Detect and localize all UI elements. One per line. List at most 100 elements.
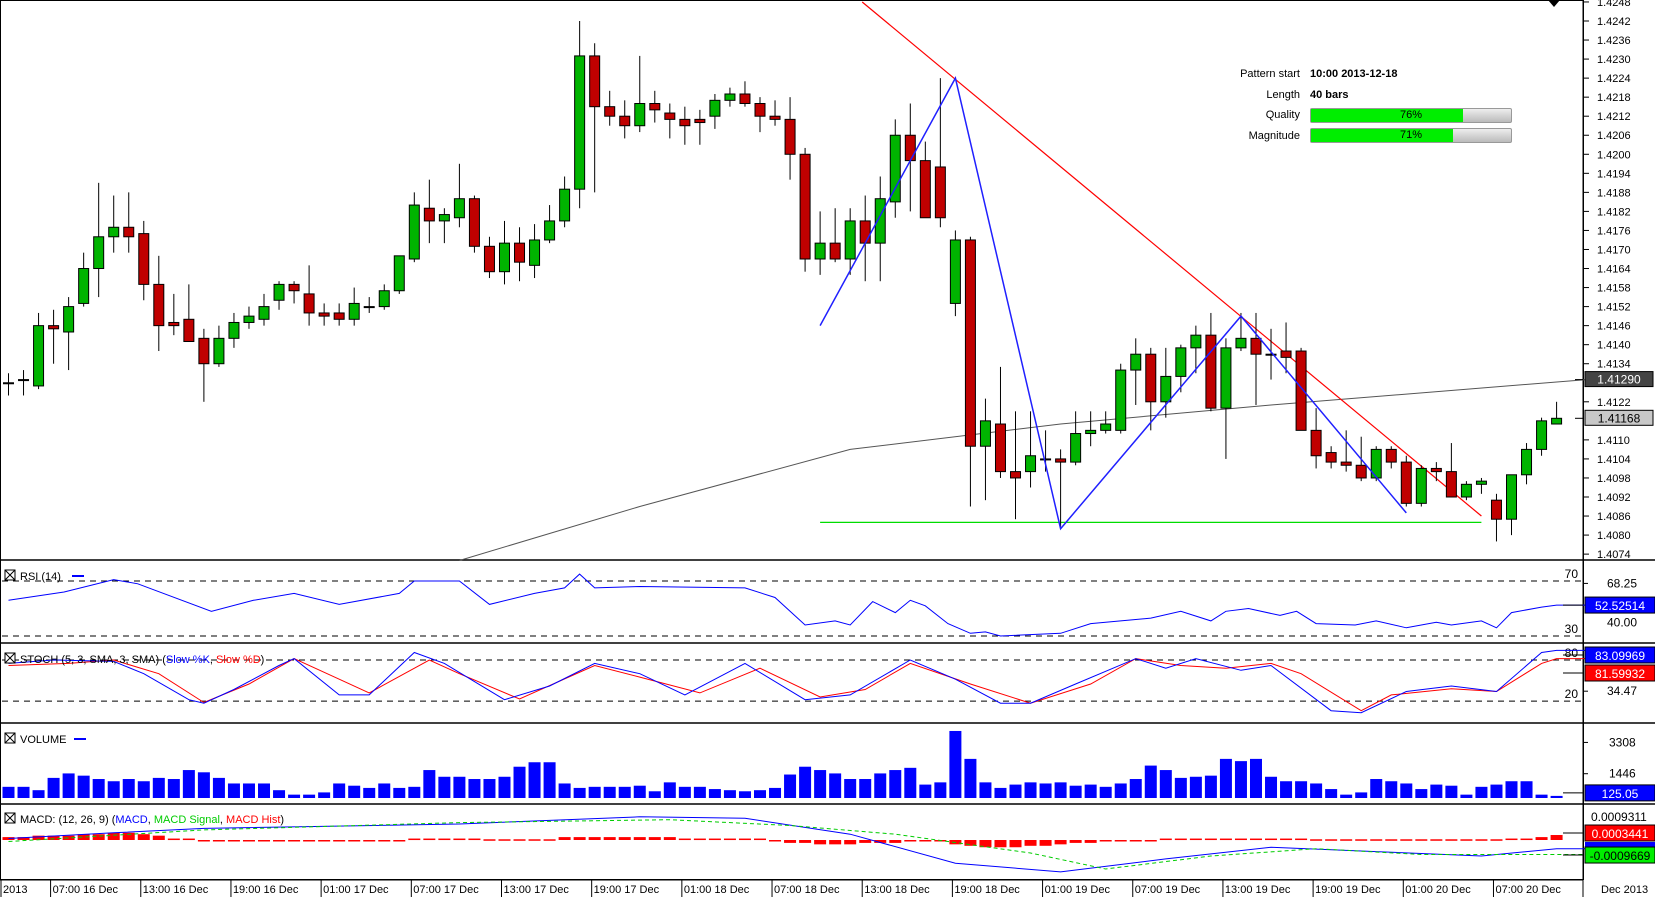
price-tick-label: 1.4146 <box>1597 321 1631 333</box>
macd-hist-bar <box>212 840 225 842</box>
quality-label: Quality <box>1265 109 1300 122</box>
volume-bar <box>378 783 391 798</box>
volume-bar <box>829 773 842 798</box>
stoch-k-box-text: 83.09969 <box>1595 649 1645 663</box>
macd-legend: MACD <box>115 814 147 826</box>
volume-bar <box>107 781 120 798</box>
volume-bar <box>663 782 676 798</box>
macd-hist-bar <box>889 840 902 843</box>
candle <box>1145 347 1157 431</box>
time-tick-label: 19:00 16 Dec <box>233 884 299 896</box>
volume-bar <box>227 783 240 798</box>
candle <box>48 309 60 364</box>
macd-hist-bar <box>904 840 917 842</box>
volume-bar <box>754 790 766 798</box>
macd-hist-bar <box>1069 840 1082 843</box>
rsi-axis-label: 68.25 <box>1607 576 1637 590</box>
volume-bar <box>182 770 195 798</box>
volume-bar <box>889 770 902 798</box>
candle <box>393 255 405 294</box>
candle-body <box>979 420 991 447</box>
checkbox-x <box>4 652 16 664</box>
candle-body <box>1445 471 1457 498</box>
candle <box>123 192 135 253</box>
volume-bar <box>1084 784 1097 798</box>
candle <box>108 195 120 253</box>
time-tick-label: 07:00 16 Dec <box>53 884 119 896</box>
macd-hist-box-text: 0.0003441 <box>1592 827 1649 841</box>
macd-hist-bar <box>498 839 511 841</box>
candle <box>378 284 390 310</box>
candle-body <box>1130 353 1142 371</box>
macd-hist-bar <box>348 840 361 842</box>
candle <box>1190 325 1202 374</box>
macd-hist-bar <box>994 840 1007 848</box>
candle <box>844 208 856 275</box>
volume-bar <box>1415 789 1428 798</box>
volume-bar <box>588 786 601 798</box>
volume-bar <box>288 794 301 798</box>
checkbox-x <box>4 569 16 581</box>
panel-close-checkbox-icon[interactable] <box>4 732 16 744</box>
price-tick-label: 1.4092 <box>1597 492 1631 504</box>
length-row: Length 40 bars <box>1180 85 1512 106</box>
macd-hist-bar <box>1535 837 1548 840</box>
candle-body <box>949 239 961 304</box>
rsi-current-box <box>1584 596 1655 614</box>
stoch-close: ) <box>261 654 265 666</box>
candle <box>889 119 901 218</box>
candle-body <box>889 134 901 203</box>
volume-bar <box>543 762 556 798</box>
candle <box>1340 430 1352 472</box>
volume-bar <box>919 784 932 798</box>
candle <box>243 306 255 329</box>
candle-body <box>694 118 706 124</box>
stoch-level-label: 20 <box>1565 687 1579 701</box>
candle <box>33 312 45 390</box>
candle-body <box>1355 464 1367 479</box>
macd-hist-bar <box>1114 840 1127 842</box>
candle-body <box>829 242 841 260</box>
macd-hist-bar <box>468 838 481 841</box>
volume-current-box-text: 125.05 <box>1602 787 1639 801</box>
macd-hist-bar <box>1550 835 1563 840</box>
rsi-level-label: 30 <box>1565 622 1579 636</box>
candle <box>694 109 706 145</box>
panel-close-checkbox-icon[interactable] <box>4 812 16 824</box>
stoch-axis-label: 34.47 <box>1607 684 1637 698</box>
candle <box>1415 465 1427 507</box>
candle <box>93 182 105 298</box>
candle <box>303 265 315 326</box>
macd-hist-bar <box>1520 838 1533 841</box>
price-tick-label: 1.4182 <box>1597 206 1631 218</box>
candle-body <box>168 321 180 327</box>
macd-hist-bar <box>227 840 240 842</box>
volume-title: VOLUME <box>20 734 66 746</box>
candle <box>1130 338 1142 405</box>
panel-close-checkbox-icon[interactable] <box>4 569 16 581</box>
macd-axis-label: 0.0009311 <box>1591 810 1647 824</box>
candle-body <box>634 103 646 127</box>
macd-hist-bar <box>1325 839 1338 841</box>
macd-hist-bar <box>1219 838 1232 841</box>
volume-bar <box>1024 782 1037 798</box>
macd-hist-bar <box>708 838 721 841</box>
candle-body <box>1340 461 1352 466</box>
price-tick-label: 1.4158 <box>1597 283 1631 295</box>
volume-bar <box>212 777 225 798</box>
macd-hist-bar <box>603 837 616 840</box>
candle <box>1160 347 1172 418</box>
volume-bar <box>949 730 962 798</box>
candle-body <box>784 118 796 155</box>
stoch-d-legend: Slow %D <box>216 654 261 666</box>
macd-hist-bar <box>122 832 135 840</box>
candle <box>468 195 480 253</box>
panel-close-checkbox-icon[interactable] <box>4 652 16 664</box>
pattern-start-row: Pattern start 10:00 2013-12-18 <box>1180 64 1512 85</box>
candle <box>258 293 270 326</box>
macd-hist-bar <box>829 840 842 845</box>
quality-bar-fill <box>1311 108 1463 122</box>
time-tick-label: 13:00 18 Dec <box>864 884 930 896</box>
candle-body <box>844 220 856 260</box>
